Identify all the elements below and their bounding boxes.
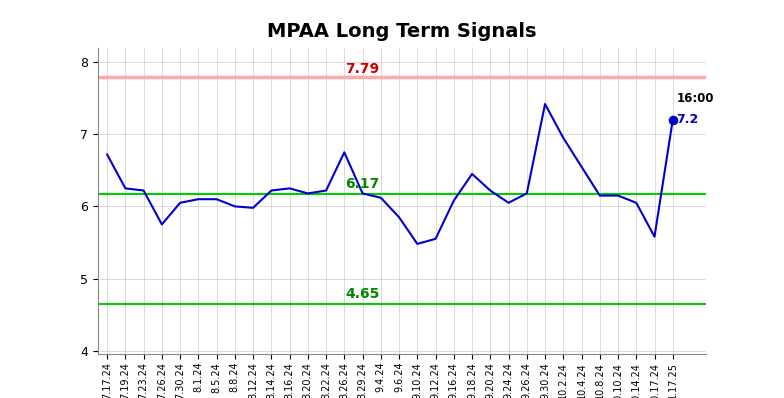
Text: 6.17: 6.17 [346, 178, 379, 191]
Text: 16:00: 16:00 [677, 92, 714, 105]
Text: 7.79: 7.79 [346, 62, 379, 76]
Text: 4.65: 4.65 [346, 287, 379, 301]
Point [666, 117, 679, 123]
Text: 7.2: 7.2 [677, 113, 699, 127]
Title: MPAA Long Term Signals: MPAA Long Term Signals [267, 21, 536, 41]
